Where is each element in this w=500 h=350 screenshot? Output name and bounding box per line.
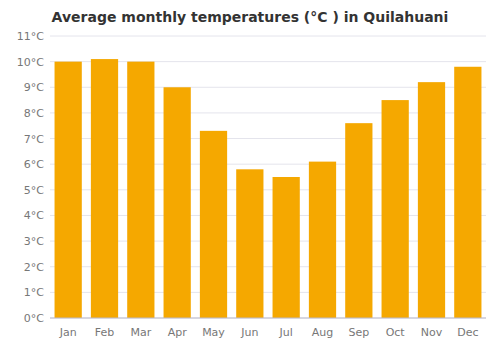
x-tick-label: Apr bbox=[168, 326, 188, 339]
bar bbox=[236, 169, 263, 318]
y-tick-label: 9°C bbox=[24, 81, 44, 94]
y-tick-label: 6°C bbox=[24, 158, 44, 171]
bar bbox=[454, 67, 481, 318]
y-tick-label: 5°C bbox=[24, 184, 44, 197]
x-tick-label: Aug bbox=[312, 326, 333, 339]
chart-container: Average monthly temperatures (°C ) in Qu… bbox=[0, 0, 500, 350]
y-tick-label: 3°C bbox=[24, 235, 44, 248]
y-tick-label: 8°C bbox=[24, 107, 44, 120]
x-tick-label: Nov bbox=[421, 326, 443, 339]
bars bbox=[55, 59, 482, 318]
x-tick-label: Mar bbox=[130, 326, 151, 339]
y-tick-label: 10°C bbox=[17, 56, 44, 69]
bar bbox=[309, 162, 336, 318]
chart-title: Average monthly temperatures (°C ) in Qu… bbox=[52, 9, 449, 25]
bar bbox=[91, 59, 118, 318]
x-tick-label: Sep bbox=[348, 326, 369, 339]
y-tick-label: 2°C bbox=[24, 261, 44, 274]
x-axis: Jan Feb Mar Apr May Jun Jul Aug Sep Oct Nov Dec bbox=[59, 326, 479, 339]
chart-svg: Average monthly temperatures (°C ) in Qu… bbox=[0, 0, 500, 350]
grid bbox=[50, 36, 486, 318]
grid-line bbox=[50, 318, 486, 319]
x-tick-label: Oct bbox=[386, 326, 406, 339]
bar bbox=[200, 131, 227, 318]
y-tick-label: 4°C bbox=[24, 209, 44, 222]
x-tick-label: Jan bbox=[59, 326, 77, 339]
bar bbox=[345, 123, 372, 318]
bar bbox=[164, 87, 191, 318]
x-tick-label: Feb bbox=[95, 326, 114, 339]
x-tick-label: Jun bbox=[240, 326, 258, 339]
bar bbox=[418, 82, 445, 318]
bar bbox=[382, 100, 409, 318]
x-tick-label: Jul bbox=[279, 326, 293, 339]
x-tick-label: Dec bbox=[457, 326, 478, 339]
y-tick-label: 7°C bbox=[24, 133, 44, 146]
bar bbox=[127, 62, 154, 318]
y-axis: 0°C 1°C 2°C 3°C 4°C 5°C 6°C 7°C 8°C 9°C 10°C 11°C bbox=[17, 30, 44, 325]
grid-line bbox=[50, 36, 486, 37]
y-tick-label: 0°C bbox=[24, 312, 44, 325]
x-axis-line bbox=[50, 318, 486, 319]
bar bbox=[55, 62, 82, 318]
y-tick-label: 1°C bbox=[24, 286, 44, 299]
bar bbox=[273, 177, 300, 318]
y-tick-label: 11°C bbox=[17, 30, 44, 43]
x-tick-label: May bbox=[202, 326, 225, 339]
